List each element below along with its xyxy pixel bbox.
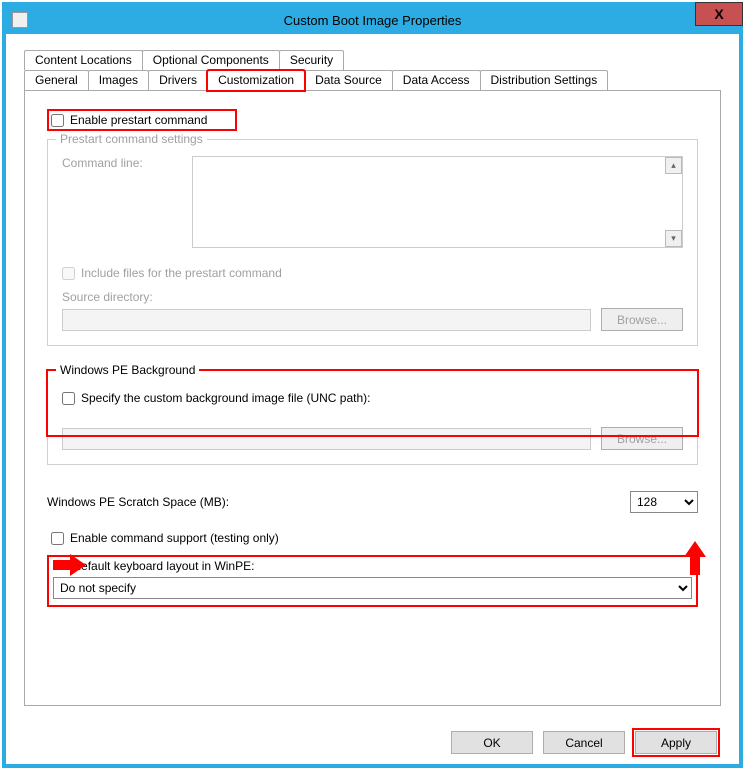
prestart-settings-title: Prestart command settings bbox=[56, 132, 207, 146]
tab-general[interactable]: General bbox=[24, 70, 89, 90]
close-button[interactable]: X bbox=[695, 2, 743, 26]
scratch-space-select[interactable]: 128 bbox=[630, 491, 698, 513]
dialog-button-row: OK Cancel Apply bbox=[451, 731, 717, 754]
keyboard-layout-label: Set default keyboard layout in WinPE: bbox=[53, 559, 692, 573]
tab-drivers[interactable]: Drivers bbox=[148, 70, 208, 90]
tab-row-top: Content Locations Optional Components Se… bbox=[24, 50, 721, 70]
command-line-label: Command line: bbox=[62, 156, 182, 170]
enable-cmd-support-checkbox[interactable] bbox=[51, 532, 64, 545]
tabstrip: Content Locations Optional Components Se… bbox=[24, 50, 721, 706]
window-frame: Custom Boot Image Properties X Content L… bbox=[2, 2, 743, 768]
scroll-up-icon[interactable]: ▴ bbox=[665, 157, 682, 174]
source-dir-browse-button: Browse... bbox=[601, 308, 683, 331]
specify-bg-checkbox[interactable] bbox=[62, 392, 75, 405]
include-files-checkbox bbox=[62, 267, 75, 280]
tab-optional-components[interactable]: Optional Components bbox=[142, 50, 280, 70]
tab-content-locations[interactable]: Content Locations bbox=[24, 50, 143, 70]
enable-prestart-checkbox[interactable] bbox=[51, 114, 64, 127]
scratch-space-label: Windows PE Scratch Space (MB): bbox=[47, 495, 229, 509]
window-title: Custom Boot Image Properties bbox=[6, 13, 739, 28]
cancel-button[interactable]: Cancel bbox=[543, 731, 625, 754]
specify-bg-label: Specify the custom background image file… bbox=[81, 391, 370, 405]
source-dir-input bbox=[62, 309, 591, 331]
bg-browse-button: Browse... bbox=[601, 427, 683, 450]
include-files-label: Include files for the prestart command bbox=[81, 266, 282, 280]
tab-row-bottom: General Images Drivers Customization Dat… bbox=[24, 70, 721, 90]
source-dir-label: Source directory: bbox=[62, 290, 683, 304]
titlebar[interactable]: Custom Boot Image Properties X bbox=[6, 6, 739, 34]
prestart-settings-group: Prestart command settings Command line: … bbox=[47, 139, 698, 346]
dialog-body: Content Locations Optional Components Se… bbox=[6, 34, 739, 764]
pe-background-title: Windows PE Background bbox=[56, 363, 199, 377]
apply-button[interactable]: Apply bbox=[635, 731, 717, 754]
tab-customization[interactable]: Customization bbox=[207, 70, 305, 91]
enable-cmd-support-label: Enable command support (testing only) bbox=[70, 531, 279, 545]
tab-data-access[interactable]: Data Access bbox=[392, 70, 481, 90]
pe-background-group: Windows PE Background Specify the custom… bbox=[47, 370, 698, 465]
ok-button[interactable]: OK bbox=[451, 731, 533, 754]
tab-images[interactable]: Images bbox=[88, 70, 149, 90]
tab-distribution-settings[interactable]: Distribution Settings bbox=[480, 70, 609, 90]
scroll-down-icon[interactable]: ▾ bbox=[665, 230, 682, 247]
keyboard-layout-select[interactable]: Do not specify bbox=[53, 577, 692, 599]
tab-data-source[interactable]: Data Source bbox=[304, 70, 393, 90]
bg-path-input bbox=[62, 428, 591, 450]
tab-panel-customization: Enable prestart command Prestart command… bbox=[24, 90, 721, 706]
command-line-textarea[interactable]: ▴ ▾ bbox=[192, 156, 683, 248]
tab-security[interactable]: Security bbox=[279, 50, 344, 70]
enable-prestart-label: Enable prestart command bbox=[70, 113, 207, 127]
